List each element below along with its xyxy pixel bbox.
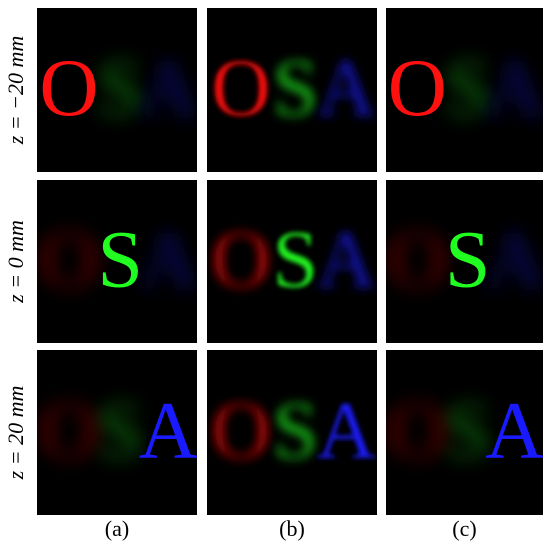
letter: O	[211, 42, 270, 133]
panel-background	[37, 180, 197, 343]
row-label: z = −20 mm	[3, 36, 28, 146]
panel-background	[207, 350, 377, 515]
letter: A	[485, 213, 543, 304]
row-label: z = 0 mm	[3, 220, 28, 304]
panel-content: OSA	[388, 384, 543, 475]
letter: S	[445, 213, 491, 304]
image-panel: OSA	[37, 180, 197, 343]
letter: A	[317, 384, 376, 475]
image-panel: OSA	[37, 350, 197, 515]
letter: O	[39, 213, 98, 304]
panel-background	[386, 180, 543, 343]
letter: A	[139, 213, 198, 304]
panel-background	[37, 8, 197, 172]
panel-background	[207, 8, 377, 172]
column-label: (a)	[105, 516, 129, 541]
letter: O	[39, 384, 98, 475]
letter: A	[139, 384, 198, 475]
letter: O	[211, 213, 270, 304]
column-label: (b)	[279, 516, 305, 541]
panel-background	[207, 180, 377, 343]
panel-background	[37, 350, 197, 515]
letter: S	[445, 42, 491, 133]
panel-content: OSA	[39, 42, 197, 133]
panel-content: OSA	[39, 213, 197, 304]
letter: A	[317, 42, 376, 133]
row-label: z = 20 mm	[3, 386, 28, 481]
image-panel: OSA	[386, 180, 543, 343]
image-panel: OSA	[37, 8, 197, 172]
letter: O	[388, 384, 447, 475]
panel-content: OSA	[388, 42, 543, 133]
letter: A	[317, 213, 376, 304]
letter: O	[211, 384, 270, 475]
column-label: (c)	[452, 516, 476, 541]
panel-background	[386, 350, 543, 515]
letter: S	[97, 42, 143, 133]
letter: O	[388, 213, 447, 304]
letter: O	[388, 42, 447, 133]
letter: S	[445, 384, 491, 475]
letter: S	[273, 384, 319, 475]
letter: S	[97, 384, 143, 475]
letter: O	[39, 42, 98, 133]
letter: A	[485, 42, 543, 133]
image-panel: OSA	[386, 8, 543, 172]
panel-content: OSA	[39, 384, 197, 475]
letter: S	[273, 213, 319, 304]
panel-background	[386, 8, 543, 172]
letter: A	[485, 384, 543, 475]
letter: S	[273, 42, 319, 133]
image-panel: OSA	[386, 350, 543, 515]
panel-content: OSA	[388, 213, 543, 304]
letter: A	[139, 42, 198, 133]
letter: S	[97, 213, 143, 304]
